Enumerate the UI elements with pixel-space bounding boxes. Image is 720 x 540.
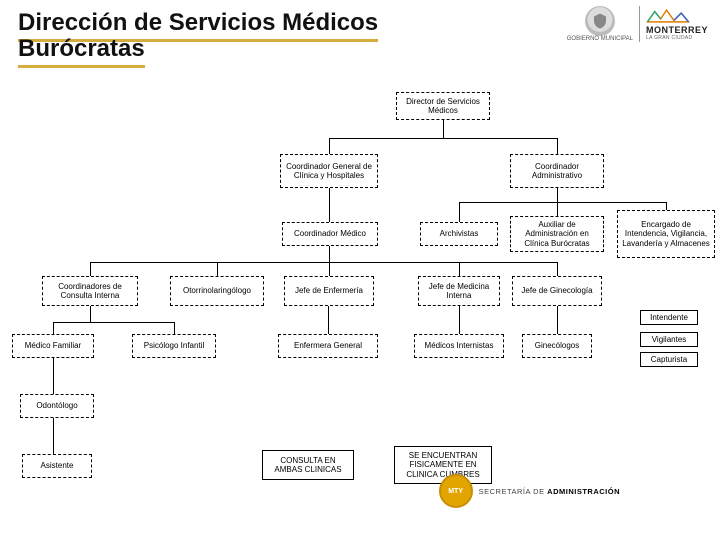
org-node-l5d: Médicos Internistas (414, 334, 504, 358)
org-node-l4b: Otorrinolaringólogo (170, 276, 264, 306)
connector-5 (557, 188, 558, 202)
org-node-l4a: Coordinadores de Consulta Interna (42, 276, 138, 306)
connector-15 (459, 262, 460, 276)
logo-separator (639, 6, 640, 42)
footer-text-bold: ADMINISTRACIÓN (547, 487, 620, 496)
footer-logo: MTY SECRETARÍA DE ADMINISTRACIÓN (439, 474, 620, 508)
org-node-l4f: Intendente (640, 310, 698, 325)
shield-icon (585, 6, 615, 36)
connector-18 (53, 322, 174, 323)
connector-22 (459, 306, 460, 334)
footer-text-light: SECRETARÍA DE (479, 487, 548, 496)
connector-20 (174, 322, 175, 334)
city-subtitle: LA GRAN CIUDAD (646, 35, 692, 41)
org-node-note1: CONSULTA EN AMBAS CLINICAS (262, 450, 354, 480)
org-node-l3a: Coordinador Médico (282, 222, 378, 246)
connector-6 (459, 202, 666, 203)
page-title: Dirección de Servicios Médicos Burócrata… (18, 10, 418, 63)
org-node-l2a: Coordinador General de Clínica y Hospita… (280, 154, 378, 188)
mountain-icon (646, 7, 690, 25)
org-node-l3d: Encargado de Intendencia, Vigilancia, La… (617, 210, 715, 258)
connector-12 (90, 262, 91, 276)
org-node-l5c: Enfermera General (278, 334, 378, 358)
title-line-2: Burócratas (18, 35, 145, 68)
org-node-l6a: Odontólogo (20, 394, 94, 418)
org-node-l4e: Jefe de Ginecología (512, 276, 602, 306)
connector-14 (329, 262, 330, 276)
connector-21 (328, 306, 329, 334)
page-root: Dirección de Servicios Médicos Burócrata… (0, 0, 720, 540)
org-node-l4d: Jefe de Medicina Interna (418, 276, 500, 306)
gov-badge: GOBIERNO MUNICIPAL (567, 6, 633, 42)
org-node-l2b: Coordinador Administrativo (510, 154, 604, 188)
org-node-l3c: Auxiliar de Administración en Clínica Bu… (510, 216, 604, 252)
gov-caption: GOBIERNO MUNICIPAL (567, 36, 633, 42)
header-logos: GOBIERNO MUNICIPAL MONTERREY LA GRAN CIU… (567, 6, 708, 42)
org-node-l5e: Ginecólogos (522, 334, 592, 358)
connector-3 (557, 138, 558, 154)
connector-17 (90, 306, 91, 322)
org-node-root: Director de Servicios Médicos (396, 92, 490, 120)
connector-19 (53, 322, 54, 334)
connector-10 (329, 246, 330, 262)
org-node-l5f: Vigilantes (640, 332, 698, 347)
city-name: MONTERREY (646, 25, 708, 35)
org-node-l4c: Jefe de Enfermería (284, 276, 374, 306)
connector-11 (90, 262, 557, 263)
connector-2 (329, 138, 330, 154)
connector-0 (443, 120, 444, 138)
connector-1 (329, 138, 557, 139)
connector-7 (459, 202, 460, 222)
org-node-l5b: Psicólogo Infantil (132, 334, 216, 358)
connector-23 (557, 306, 558, 334)
footer-badge-icon: MTY (439, 474, 473, 508)
org-node-l5a: Médico Familiar (12, 334, 94, 358)
org-node-l3b: Archivistas (420, 222, 498, 246)
connector-25 (53, 418, 54, 454)
connector-8 (557, 202, 558, 216)
connector-24 (53, 358, 54, 394)
connector-4 (329, 188, 330, 222)
connector-16 (557, 262, 558, 276)
org-node-l5g: Capturista (640, 352, 698, 367)
city-logo: MONTERREY LA GRAN CIUDAD (646, 7, 708, 41)
org-node-l7a: Asistente (22, 454, 92, 478)
connector-9 (666, 202, 667, 210)
connector-13 (217, 262, 218, 276)
footer-text: SECRETARÍA DE ADMINISTRACIÓN (479, 487, 620, 496)
